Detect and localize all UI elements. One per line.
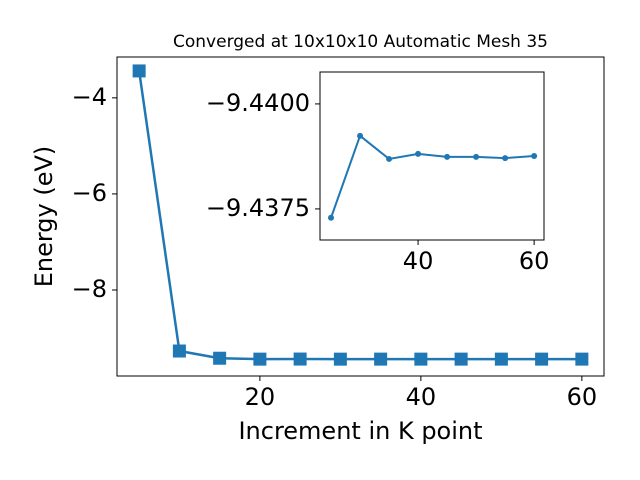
marker <box>494 352 508 366</box>
y-tick-label: −8 <box>72 275 107 303</box>
y-tick-label: −6 <box>72 179 107 207</box>
x-axis-label: Increment in K point <box>238 417 482 445</box>
chart-title: Converged at 10x10x10 Automatic Mesh 35 <box>173 32 548 52</box>
x-tick-label: 40 <box>403 247 434 275</box>
marker <box>333 352 347 366</box>
y-axis-label: Energy (eV) <box>30 146 58 288</box>
marker <box>535 352 549 366</box>
marker <box>502 155 509 162</box>
marker <box>293 352 307 366</box>
marker <box>253 352 267 366</box>
marker <box>575 352 589 366</box>
marker <box>415 150 422 157</box>
marker <box>531 153 538 159</box>
marker <box>374 352 388 366</box>
marker <box>213 351 227 365</box>
marker <box>328 214 335 221</box>
marker <box>386 155 393 162</box>
y-tick-label: −4 <box>72 83 107 111</box>
marker <box>172 344 186 358</box>
marker <box>444 153 451 160</box>
marker <box>132 64 146 78</box>
y-tick-label: −9.4375 <box>206 194 310 222</box>
x-tick-label: 40 <box>406 383 437 411</box>
marker <box>473 153 480 160</box>
y-tick-label: −9.4400 <box>206 89 310 117</box>
marker <box>454 352 468 366</box>
x-tick-label: 20 <box>245 383 276 411</box>
marker <box>414 352 428 366</box>
marker <box>357 132 364 139</box>
series-line <box>137 70 582 361</box>
series-line <box>330 134 535 219</box>
x-tick-label: 60 <box>519 247 550 275</box>
x-tick-label: 60 <box>567 383 598 411</box>
